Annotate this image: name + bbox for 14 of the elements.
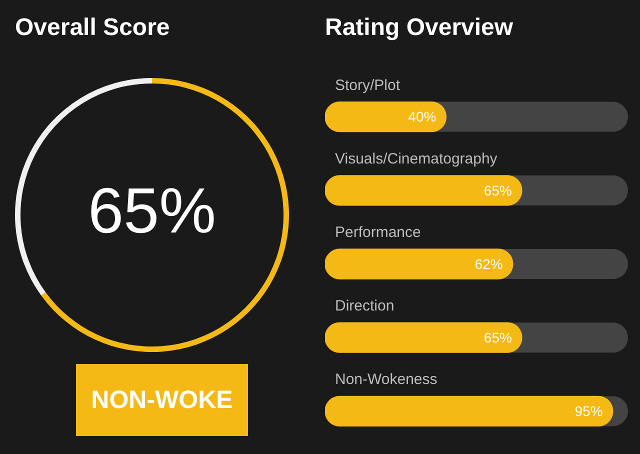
data-label: 65% [484, 329, 512, 346]
data-label: 65% [484, 182, 512, 198]
data-label: 40% [408, 108, 436, 125]
chart-title: Overall Score [15, 14, 170, 42]
y-tick-label: Non-Wokeness [335, 371, 438, 388]
y-tick-label: Direction [335, 298, 394, 315]
y-tick-label: Story/Plot [335, 76, 401, 94]
text: NON-WOKE [76, 364, 248, 436]
data-label: 65% [88, 174, 216, 247]
data-label: 95% [574, 403, 603, 420]
data-label: 62% [474, 256, 503, 272]
chart-title: Rating Overview [325, 14, 514, 42]
y-tick-label: Visuals/Cinematography [335, 150, 498, 168]
y-tick-label: Performance [335, 224, 421, 241]
